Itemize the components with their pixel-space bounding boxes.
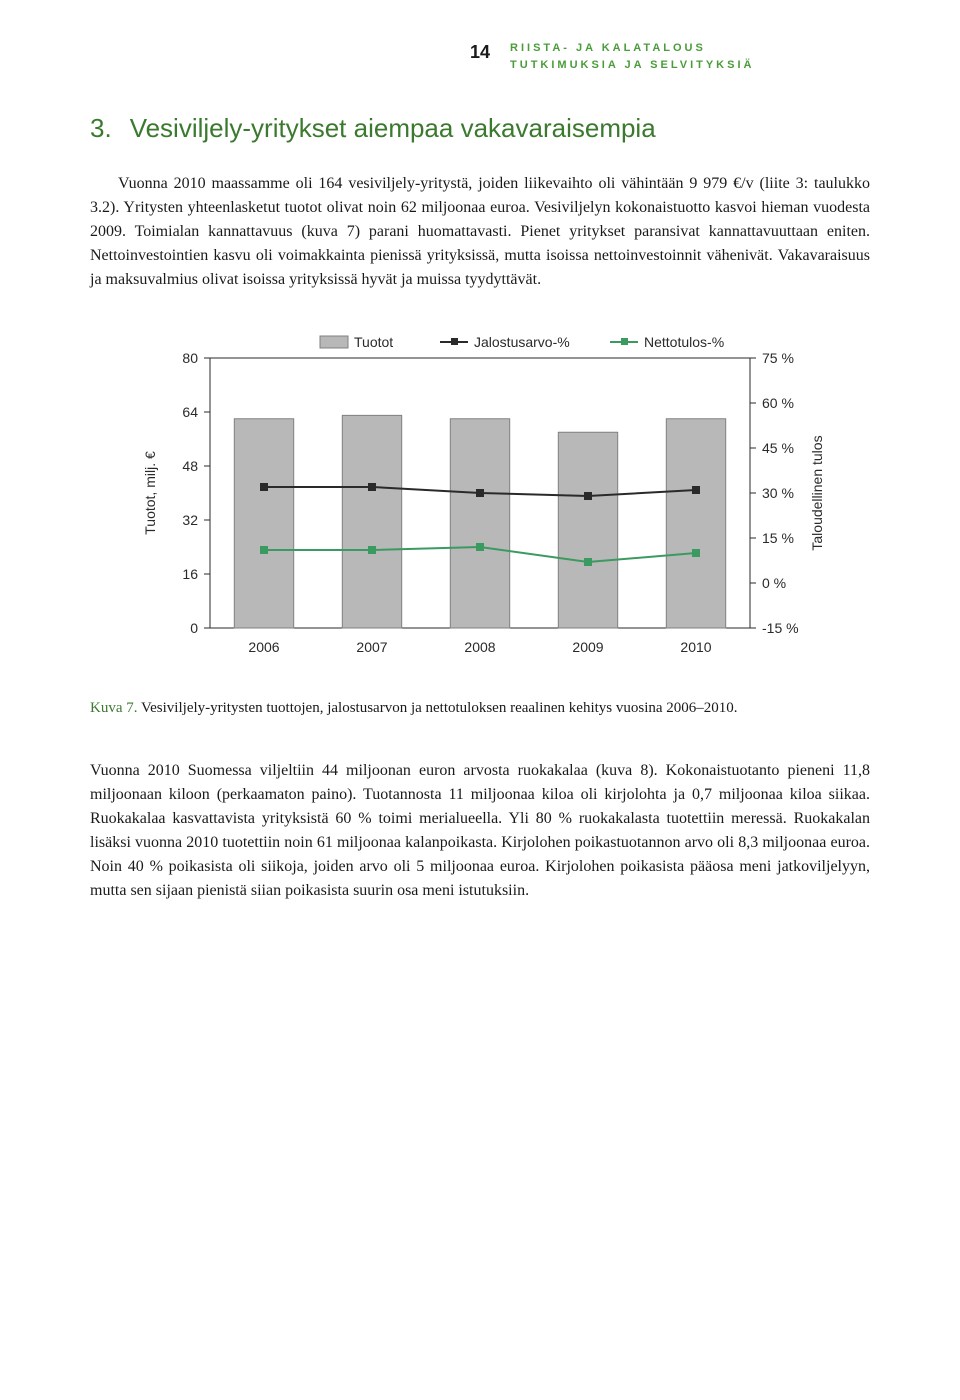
svg-text:Jalostusarvo-%: Jalostusarvo-% — [474, 334, 570, 350]
header-title-block: RIISTA- JA KALATALOUS TUTKIMUKSIA JA SEL… — [510, 40, 754, 73]
svg-text:Nettotulos-%: Nettotulos-% — [644, 334, 724, 350]
svg-text:32: 32 — [182, 512, 198, 528]
paragraph-2: Vuonna 2010 Suomessa viljeltiin 44 miljo… — [90, 759, 870, 903]
paragraph-1: Vuonna 2010 maassamme oli 164 vesiviljel… — [90, 172, 870, 292]
page-header: 14 RIISTA- JA KALATALOUS TUTKIMUKSIA JA … — [90, 40, 870, 73]
header-line-1: RIISTA- JA KALATALOUS — [510, 40, 754, 57]
svg-text:48: 48 — [182, 458, 198, 474]
section-number: 3. — [90, 113, 112, 144]
page: 14 RIISTA- JA KALATALOUS TUTKIMUKSIA JA … — [0, 0, 960, 1400]
figure-caption-text: Vesiviljely-yritysten tuottojen, jalostu… — [138, 700, 738, 716]
svg-text:45 %: 45 % — [762, 440, 794, 456]
svg-text:2006: 2006 — [248, 639, 279, 655]
header-line-2: TUTKIMUKSIA JA SELVITYKSIÄ — [510, 57, 754, 74]
svg-text:Taloudellinen tulos: Taloudellinen tulos — [809, 435, 825, 550]
svg-text:2010: 2010 — [680, 639, 711, 655]
svg-text:Tuotot: Tuotot — [354, 334, 393, 350]
section-heading: 3. Vesiviljely-yritykset aiempaa vakavara… — [90, 113, 870, 144]
svg-text:-15 %: -15 % — [762, 620, 799, 636]
figure-7: 0 16 32 48 64 80 Tuotot, milj. € -15 % 0 % 15 % 30… — [90, 328, 870, 719]
svg-text:15 %: 15 % — [762, 530, 794, 546]
svg-text:2007: 2007 — [356, 639, 387, 655]
paragraph-2-text: Vuonna 2010 Suomessa viljeltiin 44 miljo… — [90, 762, 870, 899]
svg-text:75 %: 75 % — [762, 350, 794, 366]
svg-text:30 %: 30 % — [762, 485, 794, 501]
chart-kuva7: 0 16 32 48 64 80 Tuotot, milj. € -15 % 0 % 15 % 30… — [120, 328, 840, 688]
figure-label: Kuva 7. — [90, 700, 138, 716]
figure-caption: Kuva 7. Vesiviljely-yritysten tuottojen,… — [90, 698, 870, 719]
svg-text:16: 16 — [182, 566, 198, 582]
svg-text:64: 64 — [182, 404, 198, 420]
page-number: 14 — [470, 42, 490, 63]
svg-text:2008: 2008 — [464, 639, 495, 655]
paragraph-1-text: Vuonna 2010 maassamme oli 164 vesiviljel… — [90, 175, 870, 288]
svg-text:60 %: 60 % — [762, 395, 794, 411]
svg-text:2009: 2009 — [572, 639, 603, 655]
svg-text:Tuotot, milj. €: Tuotot, milj. € — [142, 451, 158, 535]
svg-text:0: 0 — [190, 620, 198, 636]
svg-text:0 %: 0 % — [762, 575, 786, 591]
section-title: Vesiviljely-yritykset aiempaa vakavarais… — [130, 113, 656, 143]
svg-text:80: 80 — [182, 350, 198, 366]
